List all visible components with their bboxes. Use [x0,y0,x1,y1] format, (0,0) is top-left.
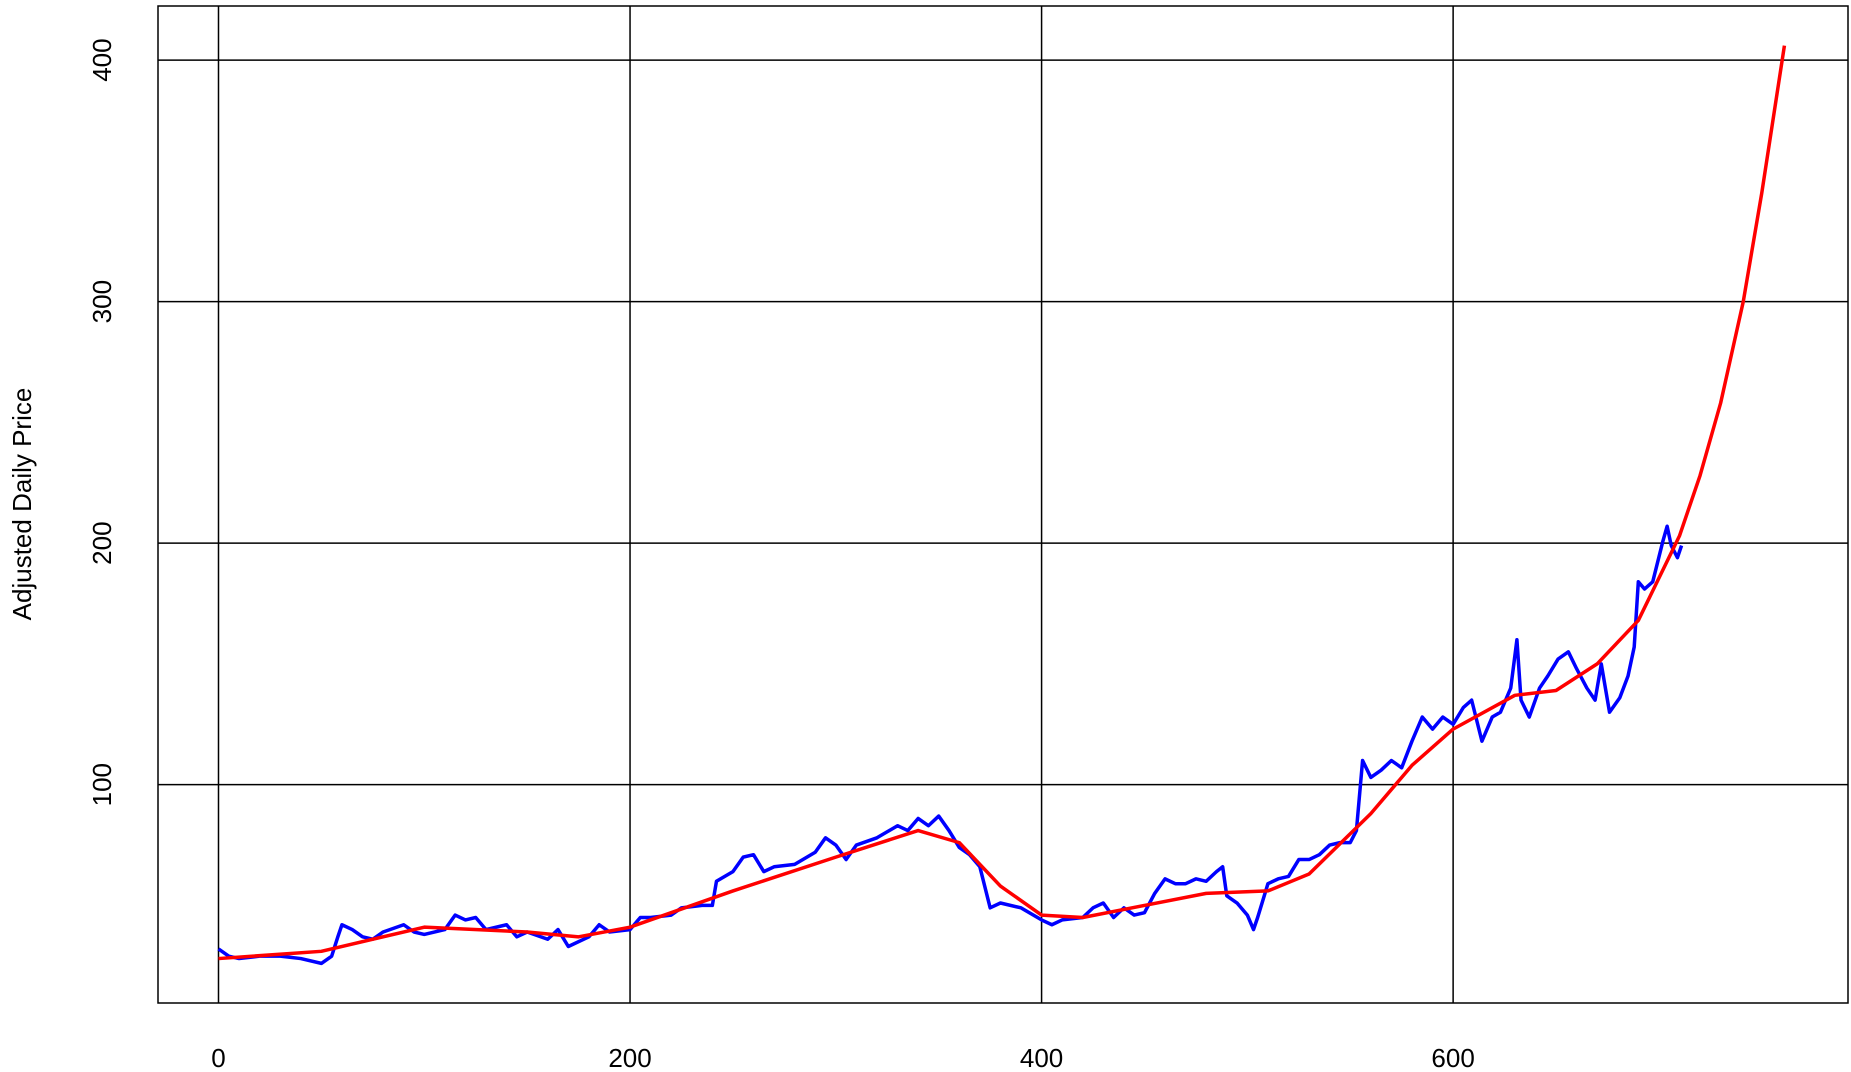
x-tick-label: 600 [1431,1043,1474,1072]
y-tick-label: 300 [87,280,117,323]
y-tick-label: 200 [87,521,117,564]
series-line [218,45,1787,961]
y-tick-label: 400 [87,38,117,81]
plot-frame [157,5,1849,1004]
series-line [217,524,1684,966]
y-tick-label: 100 [87,763,117,806]
x-tick-label: 0 [211,1043,225,1072]
x-tick-label: 400 [1020,1043,1063,1072]
y-axis-label: Adjusted Daily Price [7,388,37,621]
x-tick-label: 200 [608,1043,651,1072]
